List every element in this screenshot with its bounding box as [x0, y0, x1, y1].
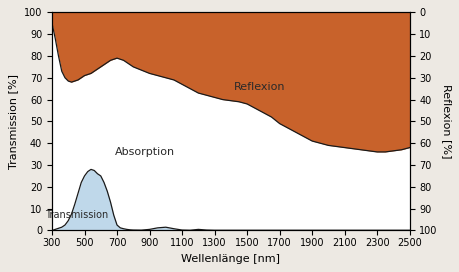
Y-axis label: Reflexion [%]: Reflexion [%] [441, 84, 451, 159]
Text: Absorption: Absorption [114, 147, 174, 157]
Text: Reflexion: Reflexion [234, 82, 285, 91]
Text: Transmission: Transmission [45, 210, 108, 220]
X-axis label: Wellenlänge [nm]: Wellenlänge [nm] [181, 254, 280, 264]
Y-axis label: Transmission [%]: Transmission [%] [8, 74, 18, 169]
